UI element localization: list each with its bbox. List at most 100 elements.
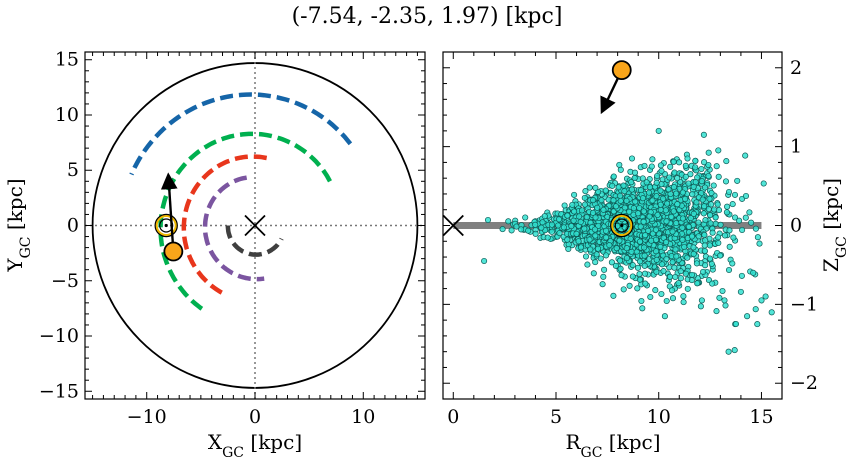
star-point bbox=[756, 240, 763, 247]
star-point bbox=[689, 191, 696, 198]
star-point bbox=[702, 237, 709, 244]
star-point bbox=[681, 243, 688, 251]
star-point bbox=[725, 266, 733, 274]
star-point bbox=[684, 155, 691, 162]
star-point bbox=[564, 212, 571, 219]
star-point bbox=[715, 173, 722, 180]
star-point bbox=[738, 272, 745, 279]
star-point bbox=[726, 227, 733, 234]
galactic-center-marker bbox=[443, 214, 464, 237]
star-point bbox=[663, 297, 670, 305]
right-panel-rz: 0 5 10 15 −2 −1 0 1 2 RGC [kpc] ZGC [kpc] bbox=[442, 51, 850, 461]
star-point bbox=[657, 162, 664, 169]
star-point bbox=[702, 217, 709, 224]
y-tick-label: 10 bbox=[55, 104, 79, 126]
star-point bbox=[692, 164, 699, 171]
star-point bbox=[679, 236, 686, 243]
star-point bbox=[701, 247, 708, 255]
star-point bbox=[731, 214, 739, 221]
star-point bbox=[708, 189, 715, 197]
star-point bbox=[525, 227, 532, 234]
star-point bbox=[698, 297, 705, 304]
star-point bbox=[725, 348, 732, 355]
star-point bbox=[669, 295, 677, 302]
star-point bbox=[682, 173, 689, 180]
star-point bbox=[694, 280, 701, 287]
star-point bbox=[484, 216, 492, 224]
star-point bbox=[582, 253, 590, 260]
star-point bbox=[571, 191, 578, 198]
star-point bbox=[613, 245, 620, 252]
star-point bbox=[672, 273, 679, 281]
star-point bbox=[610, 197, 617, 204]
star-point bbox=[645, 227, 652, 234]
star-point bbox=[587, 246, 594, 253]
star-point bbox=[726, 243, 733, 250]
star-point bbox=[630, 205, 637, 212]
star-point bbox=[692, 179, 699, 186]
star-point bbox=[600, 273, 607, 280]
star-point bbox=[731, 191, 739, 198]
star-point bbox=[589, 209, 597, 216]
star-point bbox=[680, 299, 687, 306]
star-point bbox=[602, 187, 609, 194]
star-point bbox=[608, 259, 615, 266]
star-point bbox=[699, 196, 706, 203]
star-point bbox=[577, 218, 584, 226]
star-point bbox=[505, 218, 512, 225]
star-point bbox=[645, 189, 653, 196]
star-point bbox=[626, 282, 633, 289]
star-point bbox=[729, 201, 736, 208]
star-point bbox=[639, 305, 646, 312]
star-point bbox=[629, 273, 636, 280]
star-point bbox=[641, 262, 648, 269]
star-point bbox=[539, 219, 546, 226]
star-point bbox=[663, 239, 670, 246]
star-point bbox=[700, 210, 707, 217]
star-points bbox=[481, 127, 775, 355]
left-y-axis-label: YGC [kpc] bbox=[3, 178, 34, 272]
star-point bbox=[660, 268, 667, 275]
left-tick-labels: −10 0 10 −15 −10 −5 0 5 10 15 bbox=[39, 49, 375, 428]
x-tick-label: 15 bbox=[749, 406, 773, 428]
y-tick-label: −5 bbox=[51, 270, 79, 292]
star-point bbox=[655, 127, 662, 134]
star-point bbox=[647, 293, 654, 301]
star-point bbox=[600, 206, 607, 213]
star-point bbox=[670, 158, 677, 165]
star-point bbox=[636, 276, 644, 283]
star-point bbox=[685, 223, 693, 230]
star-point bbox=[544, 234, 551, 241]
star-point bbox=[717, 221, 724, 228]
star-point bbox=[673, 253, 680, 260]
star-point bbox=[590, 270, 597, 277]
star-point bbox=[682, 270, 689, 277]
star-point bbox=[590, 197, 597, 204]
star-point bbox=[649, 197, 656, 204]
sun-dot bbox=[620, 223, 624, 228]
right-x-axis-label: RGC [kpc] bbox=[565, 430, 660, 461]
star-point bbox=[555, 216, 563, 223]
star-point bbox=[706, 242, 713, 249]
gc-cross-stroke bbox=[443, 214, 464, 237]
target-star-marker bbox=[611, 60, 632, 81]
star-point bbox=[709, 280, 716, 287]
star-point bbox=[742, 192, 750, 200]
star-point bbox=[641, 252, 648, 259]
star-point bbox=[638, 297, 645, 305]
star-point bbox=[538, 224, 545, 231]
star-point bbox=[737, 288, 744, 295]
star-point bbox=[677, 268, 684, 275]
sun-outer-ring bbox=[154, 213, 178, 238]
star-point bbox=[676, 159, 683, 166]
star-point bbox=[701, 231, 708, 239]
spiral-arm-3 bbox=[181, 154, 268, 296]
star-point bbox=[581, 225, 588, 232]
x-tick-label: 5 bbox=[550, 406, 562, 428]
star-point bbox=[742, 214, 749, 221]
star-point bbox=[586, 236, 593, 243]
star-point bbox=[712, 220, 719, 227]
star-point bbox=[652, 236, 660, 243]
star-point bbox=[660, 195, 667, 202]
star-point bbox=[620, 182, 627, 189]
